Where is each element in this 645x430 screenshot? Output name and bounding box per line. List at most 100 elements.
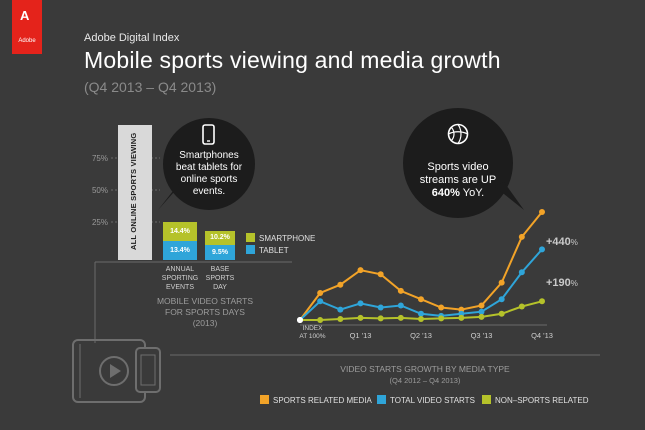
end-label-total-unit: % — [570, 238, 578, 247]
data-point — [458, 314, 465, 321]
category-base-line2: SPORTS — [205, 275, 235, 282]
series-line-1 — [299, 248, 543, 321]
data-point — [397, 287, 404, 294]
end-label-nonsports: +190% — [546, 277, 578, 289]
data-point — [357, 300, 364, 307]
category-annual-label: ANNUAL SPORTING EVENTS — [155, 265, 205, 292]
category-base-label: BASE SPORTS DAY — [195, 265, 245, 292]
legend-total-label: TOTAL VIDEO STARTS — [390, 396, 475, 405]
data-point — [498, 279, 505, 286]
data-point — [498, 310, 505, 317]
smartphone-icon — [202, 124, 215, 145]
end-label-nonsports-unit: % — [570, 279, 578, 288]
left-caption-line2: FOR SPORTS DAYS — [165, 307, 245, 317]
data-point — [317, 290, 324, 296]
smartphone-callout-line1: Smartphones — [179, 150, 239, 161]
smartphone-callout-tail — [158, 182, 180, 210]
data-point — [357, 267, 364, 274]
data-point — [539, 209, 545, 215]
category-annual-line3: EVENTS — [165, 284, 194, 291]
smartphone-callout-line3: online sports — [180, 174, 238, 185]
data-point — [377, 271, 384, 278]
baseline-label: INDEX AT 100% — [295, 325, 330, 341]
legend-tablet-label: TABLET — [259, 246, 289, 255]
x-tick-label: Q2 '13 — [410, 331, 432, 340]
data-point — [438, 315, 445, 322]
adobe-logo-text: Adobe — [18, 38, 36, 44]
brand-name: Adobe Digital Index — [84, 32, 180, 44]
adobe-logo: A Adobe — [12, 0, 42, 54]
x-tick-label: Q1 '13 — [350, 331, 372, 340]
baseline-label-line2: AT 100% — [299, 333, 326, 340]
legend-smartphone-swatch — [246, 233, 255, 242]
data-point — [397, 302, 404, 309]
category-base-line1: BASE — [210, 266, 230, 273]
y-tick-50: 50% — [91, 186, 108, 195]
bar-base-smartphone-label: 10.2% — [210, 234, 230, 241]
data-point — [377, 304, 384, 311]
category-base-line3: DAY — [213, 284, 227, 291]
data-point — [337, 306, 344, 313]
data-point — [317, 298, 324, 305]
left-caption-line1: MOBILE VIDEO STARTS — [156, 296, 254, 306]
bar-annual-smartphone-label: 14.4% — [170, 228, 190, 235]
devices-icon — [72, 339, 161, 403]
sports-callout-bubble — [403, 108, 513, 218]
bar-base-smartphone — [205, 231, 235, 245]
data-point — [377, 315, 384, 322]
adobe-logo-mark: A — [20, 8, 30, 23]
legend-total-swatch — [377, 395, 386, 404]
x-tick-label: Q3 '13 — [471, 331, 493, 340]
baseline-label-line1: INDEX — [302, 325, 323, 332]
data-point — [478, 308, 485, 315]
sports-callout-line2: streams are UP — [419, 174, 497, 186]
data-point — [397, 314, 404, 321]
total-sports-bar — [118, 125, 152, 260]
data-point — [478, 313, 485, 320]
data-point — [478, 302, 485, 309]
end-label-total-value: +440 — [546, 236, 571, 248]
right-caption-line1: VIDEO STARTS GROWTH BY MEDIA TYPE — [340, 364, 510, 374]
sports-callout-highlight: 640% — [431, 187, 460, 199]
left-caption: MOBILE VIDEO STARTS FOR SPORTS DAYS (201… — [140, 296, 270, 329]
legend-nonsports-swatch — [482, 395, 491, 404]
page-subtitle: (Q4 2013 – Q4 2013) — [84, 79, 217, 95]
bar-base-tablet — [205, 245, 235, 260]
sports-callout-line1: Sports video — [427, 161, 489, 173]
data-point — [458, 306, 465, 313]
data-point — [418, 315, 424, 322]
series-line-0 — [299, 211, 543, 321]
category-annual-line2: SPORTING — [161, 275, 199, 282]
data-point — [357, 314, 364, 321]
legend-sports-swatch — [260, 395, 269, 404]
end-label-total: +440% — [546, 236, 578, 248]
y-tick-25: 25% — [91, 218, 108, 227]
data-point — [438, 304, 445, 311]
legend-sports-label: SPORTS RELATED MEDIA — [273, 396, 372, 405]
bar-annual-smartphone — [163, 222, 197, 241]
data-point — [518, 269, 525, 276]
bar-base-tablet-label: 9.5% — [212, 249, 228, 256]
data-point — [317, 317, 324, 323]
data-point — [297, 317, 303, 323]
data-point — [418, 310, 424, 317]
data-point — [458, 310, 465, 317]
data-point — [498, 296, 505, 303]
y-tick-75: 75% — [91, 154, 108, 163]
end-label-nonsports-value: +190 — [546, 277, 571, 289]
sports-callout-suffix: YoY. — [459, 187, 485, 199]
basketball-icon — [447, 123, 469, 145]
data-point — [518, 303, 525, 310]
data-point — [518, 233, 525, 240]
sports-callout-tail — [494, 182, 524, 210]
sports-callout-text: Sports video streams are UP 640% YoY. — [403, 161, 513, 200]
smartphone-callout-line2: beat tablets for — [175, 162, 243, 173]
x-tick-label: Q4 '13 — [531, 331, 553, 340]
data-point — [539, 298, 545, 305]
right-caption: VIDEO STARTS GROWTH BY MEDIA TYPE (Q4 20… — [330, 364, 520, 386]
category-annual-line1: ANNUAL — [165, 266, 195, 273]
page-title: Mobile sports viewing and media growth — [84, 47, 501, 73]
legend-nonsports-label: NON–SPORTS RELATED — [495, 396, 589, 405]
smartphone-callout-text: Smartphones beat tablets for online spor… — [163, 150, 255, 198]
data-point — [418, 296, 424, 303]
